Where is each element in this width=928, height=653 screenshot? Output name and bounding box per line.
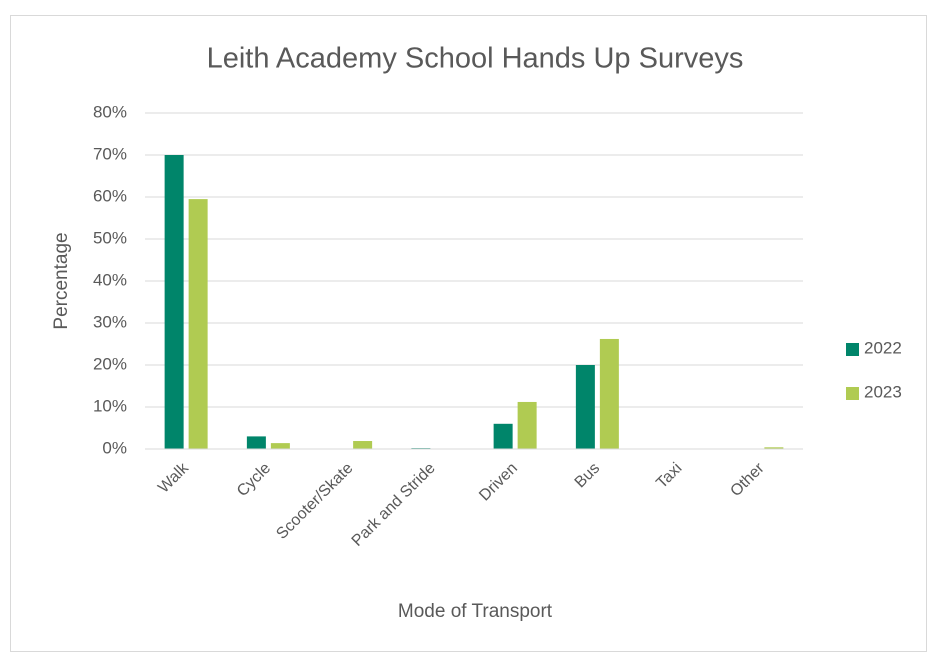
bar bbox=[353, 441, 373, 449]
chart-border bbox=[10, 15, 927, 652]
y-axis-title: Percentage bbox=[51, 232, 72, 329]
bar bbox=[164, 155, 184, 449]
bar bbox=[764, 447, 784, 449]
legend-label: 2023 bbox=[864, 382, 902, 401]
x-axis-title: Mode of Transport bbox=[398, 601, 553, 622]
bar bbox=[575, 365, 595, 449]
bar bbox=[517, 401, 537, 449]
y-tick-label: 30% bbox=[93, 312, 127, 331]
legend-label: 2022 bbox=[864, 338, 902, 357]
bar bbox=[599, 338, 619, 449]
y-tick-label: 10% bbox=[93, 396, 127, 415]
bar bbox=[188, 199, 208, 449]
y-tick-label: 0% bbox=[102, 438, 127, 457]
bar bbox=[270, 443, 290, 449]
y-tick-label: 20% bbox=[93, 354, 127, 373]
y-tick-label: 70% bbox=[93, 144, 127, 163]
legend-swatch bbox=[846, 343, 859, 356]
y-tick-label: 50% bbox=[93, 228, 127, 247]
bar bbox=[493, 423, 513, 449]
legend-swatch bbox=[846, 387, 859, 400]
bar bbox=[246, 436, 266, 449]
chart-title: Leith Academy School Hands Up Surveys bbox=[207, 43, 744, 75]
y-tick-label: 60% bbox=[93, 186, 127, 205]
y-tick-label: 80% bbox=[93, 102, 127, 121]
y-tick-label: 40% bbox=[93, 270, 127, 289]
